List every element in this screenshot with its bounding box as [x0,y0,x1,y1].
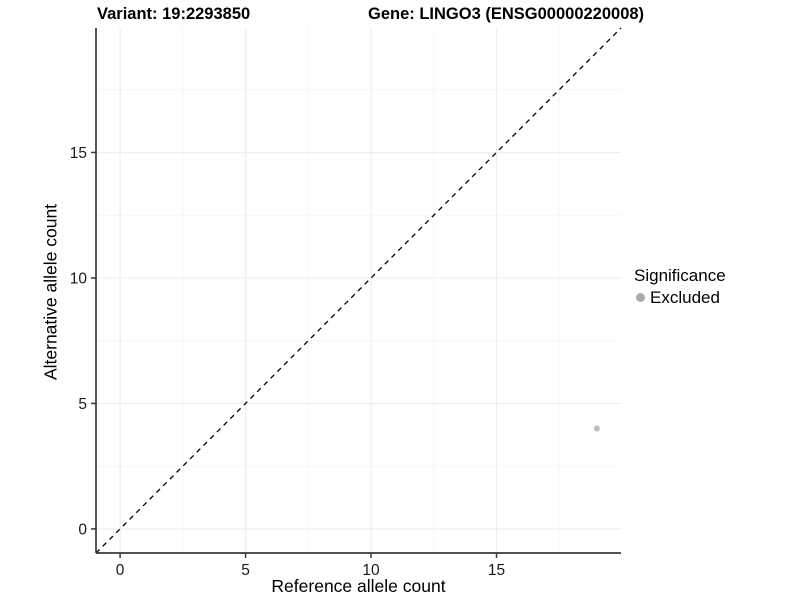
plot-panel: 0 5 10 15 0 5 10 15 [70,27,622,579]
plot-title-gene: Gene: LINGO3 (ENSG00000220008) [368,5,645,23]
legend-item-excluded: Excluded [634,288,726,307]
identity-dashed-line [95,27,622,554]
plot-title-variant: Variant: 19:2293850 [97,5,251,23]
y-tick-label: 15 [70,145,87,162]
x-tick-label: 0 [116,562,125,579]
y-tick-label: 5 [78,396,87,413]
y-tick-label: 0 [78,521,87,538]
legend-title: Significance [634,266,726,285]
y-tick-label: 10 [70,270,88,287]
legend-key-dot-icon [636,293,645,302]
x-tick-label: 5 [241,562,250,579]
x-tick-label: 10 [362,562,380,579]
legend: Significance Excluded [634,266,726,307]
x-tick-label: 15 [488,562,505,579]
legend-item-label: Excluded [650,288,720,307]
data-point [593,425,600,432]
x-axis-title: Reference allele count [271,576,446,596]
y-axis-title: Alternative allele count [40,203,61,381]
